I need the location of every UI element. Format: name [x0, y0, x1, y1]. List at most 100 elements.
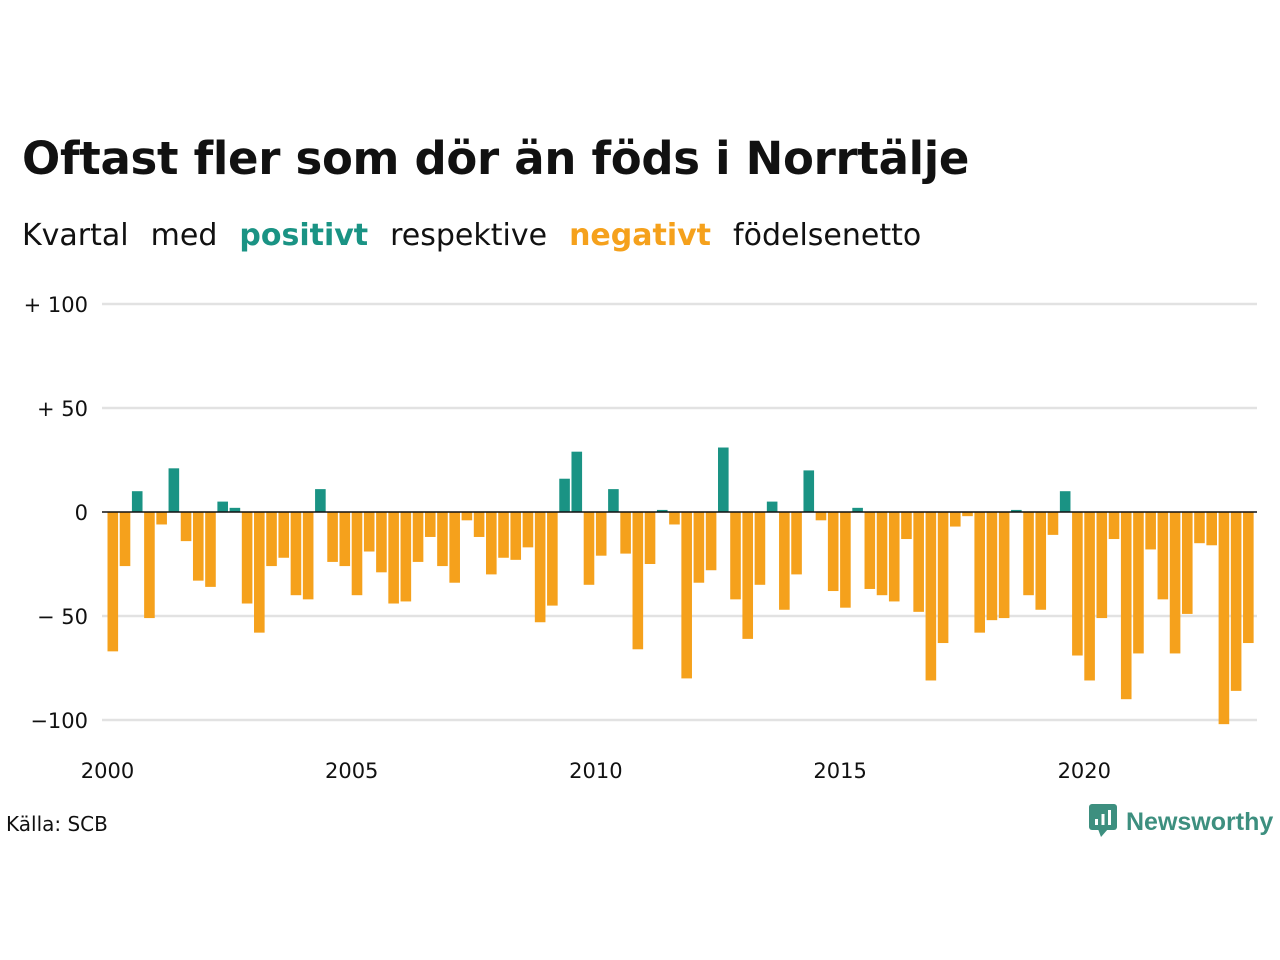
bar [498, 512, 509, 558]
bar [192, 512, 204, 581]
bar [278, 512, 290, 558]
bar [901, 512, 912, 540]
bar [327, 512, 338, 562]
bar [1230, 512, 1242, 691]
bar [1157, 512, 1169, 600]
bar [1181, 512, 1193, 614]
x-tick-label: 2020 [1058, 759, 1111, 783]
y-tick-label: − 50 [37, 605, 88, 629]
bar-chart: + 100 + 50 0 − 50 −100 2000 2005 2010 2015 2020 [24, 293, 1257, 783]
chart-subtitle: Kvartal med positivt respektive negativt föde… [22, 218, 943, 253]
bar [180, 512, 192, 542]
bar [632, 512, 644, 650]
bar [937, 512, 949, 644]
bar [461, 512, 473, 521]
bar [693, 512, 705, 583]
bar [1011, 509, 1022, 512]
bar [779, 512, 790, 610]
bar [1120, 512, 1132, 700]
bar [1194, 512, 1205, 544]
subtitle-negative-label: negativt [569, 218, 712, 253]
bar [718, 447, 729, 512]
newsworthy-logo[interactable]: Newsworthy [1088, 802, 1273, 842]
x-tick-label: 2010 [569, 759, 622, 783]
bar [913, 512, 924, 612]
bar [376, 512, 387, 573]
x-tick-label: 2005 [325, 759, 378, 783]
bar [840, 512, 851, 608]
bar [827, 512, 839, 592]
bar [315, 489, 326, 512]
bar [1072, 512, 1083, 656]
bar [986, 512, 998, 621]
bar [510, 512, 522, 560]
subtitle-positive-label: positivt [239, 218, 369, 253]
bar [1047, 512, 1059, 535]
bar [608, 489, 619, 512]
bar [229, 507, 241, 512]
bar [437, 512, 448, 567]
bars [107, 447, 1254, 725]
bar [974, 512, 986, 633]
bar [363, 512, 375, 552]
bar [803, 470, 815, 512]
bar [949, 512, 961, 527]
bar [534, 512, 546, 623]
bar [730, 512, 741, 600]
bar [1169, 512, 1181, 654]
bar [766, 501, 778, 512]
bar [119, 512, 131, 567]
subtitle-word-respektive: respektive [390, 218, 548, 253]
bar [925, 512, 937, 681]
bar [400, 512, 412, 602]
bar [559, 478, 570, 512]
bar [168, 468, 180, 512]
bar [644, 512, 656, 564]
bar [998, 512, 1010, 619]
bar [669, 512, 680, 525]
y-tick-label: + 100 [24, 293, 88, 317]
bar [449, 512, 460, 583]
bar [473, 512, 485, 537]
bar [144, 512, 155, 619]
newsworthy-logo-icon [1088, 802, 1118, 842]
bar [547, 512, 558, 606]
bar [1023, 512, 1034, 596]
x-tick-label: 2015 [813, 759, 866, 783]
bar [302, 512, 314, 600]
bar [351, 512, 363, 596]
newsworthy-logo-text: Newsworthy [1126, 807, 1274, 836]
bar [962, 512, 973, 517]
bar [595, 512, 607, 556]
bar [1218, 512, 1230, 725]
source-note: Källa: SCB [6, 812, 108, 836]
y-tick-label: + 50 [37, 397, 88, 421]
bar [131, 491, 143, 512]
bar [583, 512, 595, 585]
y-tick-label: 0 [75, 501, 88, 525]
bar [620, 512, 631, 554]
bar [1084, 512, 1095, 681]
grid-lines [102, 302, 1257, 722]
bar [486, 512, 497, 575]
x-tick-label: 2000 [81, 759, 134, 783]
bar [681, 512, 692, 679]
bar [388, 512, 399, 604]
bar [852, 507, 863, 512]
bar [571, 451, 583, 512]
bar [1145, 512, 1156, 550]
bar [1035, 512, 1047, 610]
bar [705, 512, 717, 571]
y-tick-label: −100 [30, 709, 88, 733]
bar [424, 512, 436, 537]
bar [241, 512, 253, 604]
bar [1243, 512, 1254, 644]
bar [888, 512, 900, 602]
bar [522, 512, 534, 548]
bar [742, 512, 754, 639]
bar [876, 512, 888, 596]
bar [754, 512, 766, 585]
bar [1096, 512, 1108, 619]
bar [656, 509, 668, 512]
bar [1059, 491, 1071, 512]
